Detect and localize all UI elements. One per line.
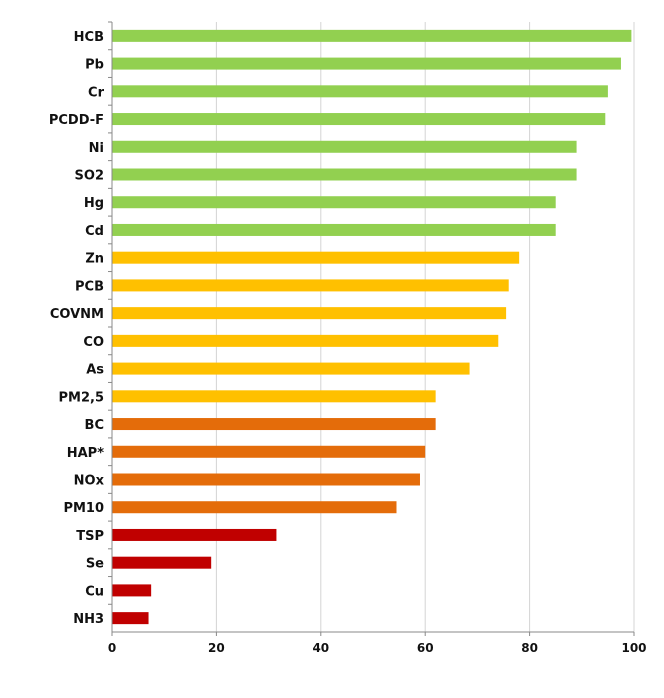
category-label: SO2 — [75, 169, 104, 184]
x-tick-label: 40 — [312, 641, 329, 655]
bar-pm2-5 — [112, 390, 436, 403]
category-label: NOx — [74, 474, 105, 489]
bar-nh3 — [112, 612, 149, 625]
bar-ni — [112, 140, 577, 153]
x-tick-label: 80 — [521, 641, 538, 655]
x-tick-labels: 0 20 40 60 80 100 — [108, 632, 647, 655]
bar-tsp — [112, 528, 277, 541]
category-label: CO — [83, 335, 104, 350]
bars — [112, 29, 632, 625]
category-label: Cu — [85, 584, 104, 599]
x-tick-label: 0 — [108, 641, 116, 655]
category-label: PM2,5 — [59, 390, 105, 405]
category-label: PCDD-F — [49, 113, 104, 128]
category-label: Zn — [85, 252, 104, 267]
bar-hcb — [112, 29, 632, 42]
bar-covnm — [112, 307, 507, 320]
x-tick-label: 20 — [208, 641, 225, 655]
bar-zn — [112, 251, 520, 264]
category-label: Se — [86, 557, 104, 572]
category-label: PM10 — [63, 501, 104, 516]
category-label: Hg — [84, 196, 104, 211]
category-label: Ni — [89, 141, 104, 156]
x-tick-label: 100 — [621, 641, 646, 655]
category-label: Cr — [88, 85, 105, 100]
category-label: COVNM — [50, 307, 104, 322]
bar-pm10 — [112, 501, 397, 514]
bar-pcdd-f — [112, 113, 606, 126]
bar-as — [112, 362, 470, 375]
category-label: HAP* — [67, 446, 104, 461]
category-label: NH3 — [73, 612, 104, 627]
bar-hap- — [112, 445, 426, 458]
category-label: Cd — [85, 224, 104, 239]
bar-cd — [112, 223, 556, 236]
category-label: As — [86, 363, 104, 378]
bar-pcb — [112, 279, 509, 292]
category-label: TSP — [76, 529, 104, 544]
bar-bc — [112, 418, 436, 431]
bar-so2 — [112, 168, 577, 181]
category-label: PCB — [75, 279, 104, 294]
bar-cu — [112, 584, 152, 597]
category-labels: HCB Pb Cr PCDD-F Ni SO2 Hg Cd Zn PCB COVNM CO As PM2,… — [49, 21, 112, 627]
bar-hg — [112, 196, 556, 209]
category-label: BC — [85, 418, 104, 433]
bar-cr — [112, 85, 608, 98]
bar-pb — [112, 57, 621, 70]
category-label: Pb — [85, 58, 104, 73]
bar-nox — [112, 473, 420, 486]
category-label: HCB — [74, 30, 104, 45]
x-tick-label: 60 — [417, 641, 434, 655]
bar-co — [112, 334, 499, 347]
bar-se — [112, 556, 212, 569]
